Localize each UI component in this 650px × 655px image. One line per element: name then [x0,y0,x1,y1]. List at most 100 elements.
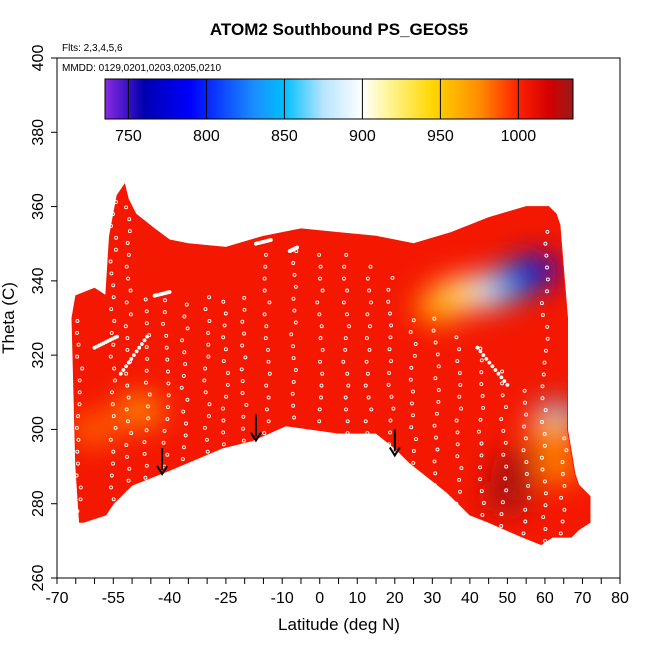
flight-obs-point [523,519,528,524]
flight-obs-point [499,417,504,421]
flight-obs-point [414,437,418,442]
flight-track [408,318,418,465]
flight-obs-point [166,369,170,374]
flight-obs-point [521,531,526,536]
flight-obs-point [206,342,211,347]
flight-obs-point [293,320,298,325]
flight-obs-point [493,368,498,372]
flight-obs-point [124,205,129,210]
flight-obs-point [504,405,508,410]
x-tick-label: -40 [158,590,181,607]
flight-obs-point [487,360,492,365]
flight-obs-point [128,312,133,317]
flight-obs-point [545,229,550,234]
flight-obs-point [131,353,136,358]
flight-obs-point [239,367,244,372]
flight-obs-point [560,472,565,476]
flight-obs-point [182,445,186,450]
flight-obs-point [75,354,80,359]
flight-obs-point [144,321,149,326]
flight-obs-point [479,370,484,375]
flight-leg [475,345,510,387]
flight-obs-point [262,312,267,317]
flight-obs-point [295,245,300,250]
flight-track [123,205,134,495]
flight-obs-point [542,479,547,484]
flight-obs-point [369,407,374,412]
flight-obs-point [288,427,293,432]
flight-obs-point [540,313,545,317]
flight-obs-point [126,252,131,257]
flight-obs-point [543,538,548,543]
flight-obs-point [76,414,81,419]
flight-obs-point [166,393,171,398]
y-tick-label: 260 [30,565,47,592]
field-anomalies [72,253,581,513]
flight-obs-point [364,336,369,341]
flight-obs-point [496,371,501,376]
flight-obs-point [144,309,149,314]
flight-obs-point [434,411,439,416]
flight-obs-point [455,442,460,447]
flight-obs-point [345,288,350,293]
field-anomaly [483,480,532,513]
flight-obs-point [479,382,484,387]
flight-obs-point [165,357,170,362]
flight-obs-point [162,310,167,315]
flight-obs-point [184,421,188,426]
flight-obs-point [363,419,368,424]
flight-obs-point [166,405,170,410]
flight-obs-point [185,397,190,402]
flight-track [239,295,249,443]
flight-obs-point [524,472,529,476]
tropopause-arrow [388,429,401,458]
flight-obs-point [369,300,373,305]
colorbar: 750 800 850 900 950 1000 [104,78,574,145]
flight-obs-point [240,391,245,395]
flight-obs-point [479,441,484,446]
flight-obs-point [500,500,505,505]
flight-obs-point [435,447,440,452]
flight-obs-point [454,501,459,506]
flight-obs-point [505,382,510,387]
flight-obs-point [124,300,129,305]
x-tick-label: 30 [423,590,441,607]
flight-obs-point [126,395,131,400]
arrow-layer [156,414,401,476]
flight-obs-point [545,265,549,270]
flight-obs-point [539,301,544,306]
flight-obs-point [262,276,267,281]
y-tick-label: 320 [30,342,47,369]
flight-obs-point [523,507,528,512]
flight-obs-point [345,431,350,436]
flight-obs-point [74,473,79,478]
flight-obs-point [109,188,114,193]
flight-obs-point [78,497,83,502]
flight-obs-point [458,489,462,494]
flight-obs-point [542,431,547,436]
flight-obs-point [564,448,569,453]
flight-obs-point [144,345,149,349]
flight-obs-point [242,307,247,312]
y-tick-label: 380 [30,119,47,146]
flight-obs-point [540,396,545,401]
flight-obs-point [292,308,297,313]
colorbar-tick-label: 900 [349,128,376,145]
flight-obs-point [161,321,165,326]
flight-obs-point [145,356,150,361]
flight-obs-point [432,316,437,321]
flight-obs-point [183,362,188,367]
flight-obs-point [268,238,273,242]
flight-obs-point [320,371,325,376]
flight-obs-point [412,353,417,358]
chart-title: ATOM2 Southbound PS_GEOS5 [210,20,468,39]
flight-obs-point [562,507,567,512]
flight-obs-point [544,253,549,258]
flight-obs-point [109,307,114,312]
flight-obs-point [523,436,528,441]
flight-obs-point [413,342,418,346]
flight-track [202,295,212,454]
flight-obs-point [539,455,544,460]
flight-obs-point [411,413,415,418]
